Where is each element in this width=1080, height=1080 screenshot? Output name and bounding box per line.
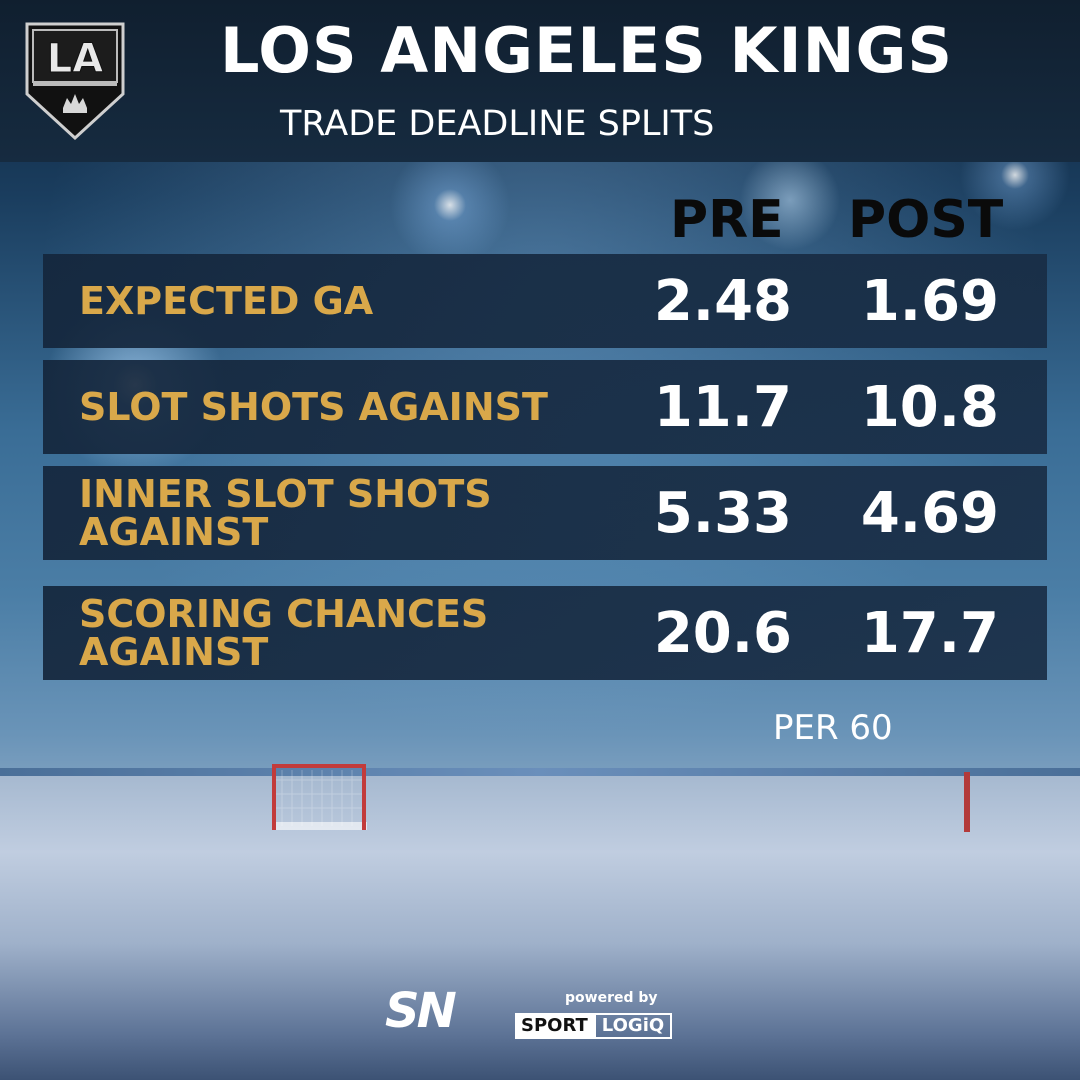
stat-value-pre: 5.33 [653,480,792,546]
powered-by-label: powered by [565,990,658,1006]
la-kings-logo: LA [25,22,125,140]
stat-value-post: 4.69 [860,480,999,546]
stat-value-post: 10.8 [860,374,999,440]
per-60-footnote: PER 60 [773,708,893,748]
stat-value-post: 17.7 [860,600,999,666]
column-header-pre: PRE [670,190,784,250]
sportlogiq-sport-text: SPORT [515,1013,594,1039]
hockey-net-icon [272,764,367,830]
stat-label: INNER SLOT SHOTS AGAINST [79,472,492,554]
stat-value-pre: 11.7 [653,374,792,440]
page-title: LOS ANGELES KINGS [220,14,953,87]
header-bar: LA LOS ANGELES KINGS TRADE DEADLINE SPLI… [0,0,1080,162]
stat-value-pre: 2.48 [653,268,792,334]
sportlogiq-logiq-text: LOGiQ [593,1013,673,1039]
stat-row-inner-slot-shots-against: INNER SLOT SHOTS AGAINST 5.33 4.69 [43,466,1047,560]
sportlogiq-logo: SPORT LOGiQ [515,1013,673,1039]
column-header-post: POST [848,190,1004,250]
stat-row-expected-ga: EXPECTED GA 2.48 1.69 [43,254,1047,348]
stat-label: EXPECTED GA [79,279,374,323]
footer-logos: SN powered by SPORT LOGiQ [385,985,705,1045]
stat-label: SCORING CHANCES AGAINST [79,592,489,674]
stat-value-post: 1.69 [860,268,999,334]
page-subtitle: TRADE DEADLINE SPLITS [280,104,715,144]
stat-row-scoring-chances-against: SCORING CHANCES AGAINST 20.6 17.7 [43,586,1047,680]
stat-row-slot-shots-against: SLOT SHOTS AGAINST 11.7 10.8 [43,360,1047,454]
sportsnet-logo: SN [385,983,457,1039]
logo-text: LA [47,36,103,82]
goal-post [964,772,970,832]
rink-boards [0,768,1080,776]
stat-label: SLOT SHOTS AGAINST [79,385,548,429]
stat-value-pre: 20.6 [653,600,792,666]
